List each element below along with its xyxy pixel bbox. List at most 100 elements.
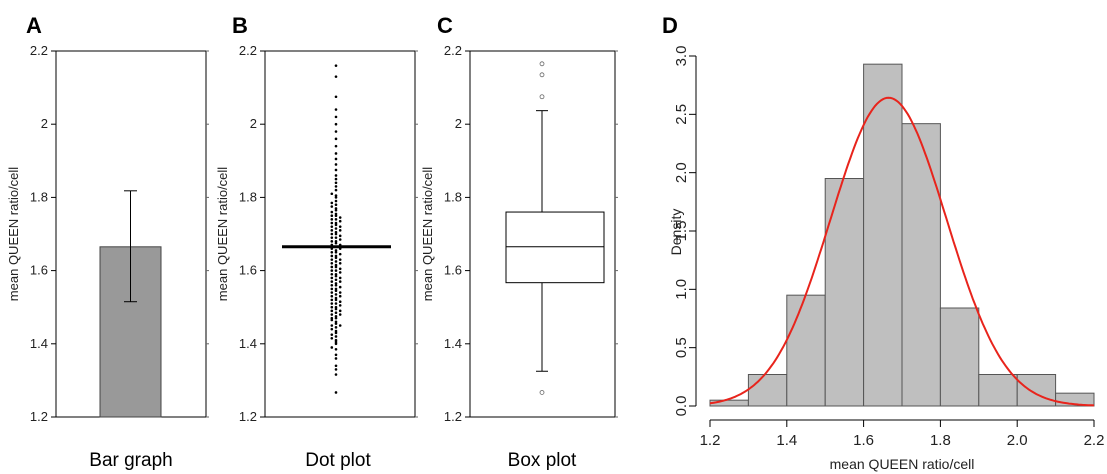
x-axis-label-d: mean QUEEN ratio/cell: [830, 456, 975, 472]
y-tick-label: 1.2: [30, 409, 48, 424]
data-point: [338, 271, 342, 274]
y-tick-label: 2.2: [444, 43, 462, 58]
histogram-bar: [939, 307, 980, 407]
data-point: [334, 240, 338, 243]
panel-a-bar-graph: A 1.2 1.4 1.6 1.8 2 2.2 mean QUEEN ratio/cell…: [6, 13, 209, 471]
x-tick-label: 1.4: [776, 432, 797, 449]
y-tick-label: 1.8: [444, 189, 462, 204]
y-tick-label: 2: [41, 116, 48, 131]
data-point: [334, 283, 338, 287]
data-point: [334, 196, 338, 199]
y-tick-label: 1.6: [444, 263, 462, 278]
data-point: [334, 130, 338, 133]
data-point: [334, 315, 338, 318]
data-point: [334, 152, 338, 155]
data-point: [334, 221, 338, 225]
data-point: [334, 64, 338, 67]
caption-b: Dot plot: [305, 450, 371, 471]
y-tick-label: 1.4: [30, 336, 48, 351]
data-point: [334, 181, 338, 185]
data-point: [334, 302, 338, 305]
y-tick-label: 1.2: [239, 409, 257, 424]
outlier-point: [539, 390, 545, 395]
normal-density-curve: [709, 96, 1095, 407]
panel-letter-b: B: [232, 13, 248, 38]
data-point: [338, 225, 342, 228]
data-point: [334, 289, 338, 293]
data-point: [334, 188, 338, 192]
box-iqr: [505, 211, 605, 284]
box-marks: [505, 61, 605, 395]
y-tick-label: 2: [250, 116, 257, 131]
data-point: [334, 236, 338, 239]
data-point: [330, 210, 334, 214]
data-point: [334, 163, 338, 166]
data-point: [334, 212, 338, 216]
data-point: [330, 225, 334, 228]
data-point: [334, 108, 338, 111]
data-point: [330, 276, 334, 280]
data-point: [334, 218, 338, 221]
y-axis-label-d: Density: [668, 209, 684, 256]
panel-letter-a: A: [26, 13, 42, 38]
data-point: [334, 269, 338, 272]
histogram-bar: [747, 374, 788, 407]
data-point: [330, 205, 334, 208]
data-point: [334, 353, 338, 357]
data-point: [334, 391, 338, 394]
data-point: [334, 251, 338, 254]
data-point: [334, 278, 338, 282]
plot-frame-b: [264, 50, 416, 418]
data-point: [334, 230, 338, 234]
data-point: [330, 291, 334, 294]
panel-b-dot-plot: B 1.2 1.4 1.6 1.8 2 2.2 mean QUEEN ratio/cell…: [215, 13, 418, 471]
data-point: [334, 296, 338, 300]
bar-marks: [99, 190, 162, 418]
data-point: [330, 236, 334, 239]
data-point: [334, 373, 338, 376]
data-point: [330, 298, 334, 302]
data-point: [334, 75, 338, 78]
data-point: [338, 309, 342, 313]
data-point: [334, 347, 338, 351]
outlier-point: [539, 61, 545, 67]
data-point: [334, 254, 338, 258]
data-point: [338, 216, 342, 219]
data-point: [330, 254, 334, 258]
data-point: [334, 263, 338, 267]
y-tick-label: 1.6: [239, 263, 257, 278]
data-point: [334, 157, 338, 161]
data-point: [334, 305, 338, 309]
data-point: [334, 122, 338, 126]
histogram-bar: [1016, 374, 1057, 407]
data-point: [334, 368, 338, 371]
data-point: [338, 234, 342, 238]
y-tick-label: 1.2: [444, 409, 462, 424]
data-point: [330, 258, 334, 261]
data-point: [334, 331, 338, 335]
data-point: [330, 324, 334, 327]
panel-c-box-plot: C 1.2 1.4 1.6 1.8 2 2.2 mean QUEEN ratio/cell…: [420, 13, 618, 471]
x-tick-label: 2.0: [1007, 432, 1028, 449]
caption-c: Box plot: [508, 450, 577, 471]
plot-frame-c: [469, 50, 616, 418]
histogram-axes: 1.2 1.4 1.6 1.8 2.0 2.2 0.0 0.5 1.0 1.5 2.0 2.5 3.0: [673, 46, 1104, 449]
y-tick-label: 2: [455, 116, 462, 131]
data-point: [334, 357, 338, 360]
data-point: [334, 316, 338, 320]
y-tick-label: 1.4: [444, 336, 462, 351]
histogram-bar: [824, 178, 865, 407]
outlier-point: [539, 94, 545, 100]
data-point: [334, 326, 338, 329]
data-point: [338, 300, 342, 304]
data-point: [334, 177, 338, 181]
data-point: [334, 168, 338, 172]
data-point: [330, 302, 334, 305]
data-point: [334, 208, 338, 212]
y-axis-label-b: mean QUEEN ratio/cell: [215, 167, 230, 301]
data-point: [334, 293, 338, 296]
data-point: [330, 294, 334, 298]
data-point: [330, 346, 334, 349]
data-point: [330, 305, 334, 309]
